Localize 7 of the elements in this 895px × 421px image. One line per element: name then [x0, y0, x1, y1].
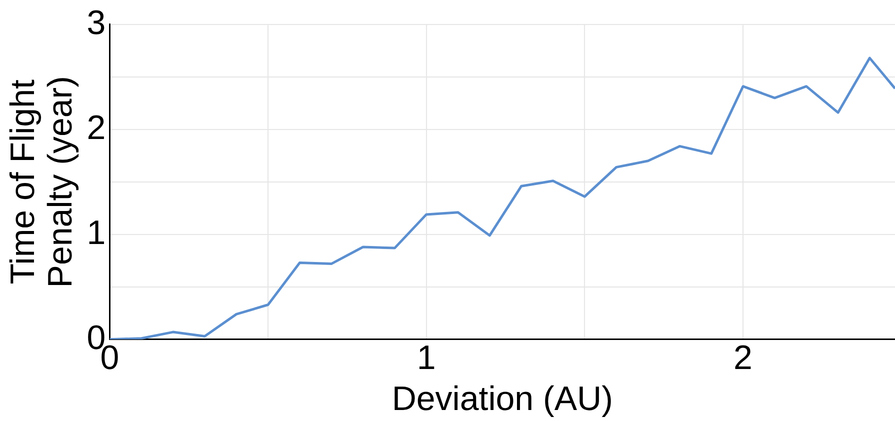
x-tick-label: 2 — [734, 339, 752, 378]
x-tick-label: 1 — [416, 339, 436, 378]
y-tick-label: 2 — [86, 108, 106, 147]
x-axis-title: Deviation (AU) — [392, 380, 613, 418]
y-axis-title: Time of Flight Penalty (year) — [4, 76, 80, 288]
y-tick-label: 1 — [86, 214, 106, 252]
y-tick-label: 3 — [86, 4, 106, 42]
